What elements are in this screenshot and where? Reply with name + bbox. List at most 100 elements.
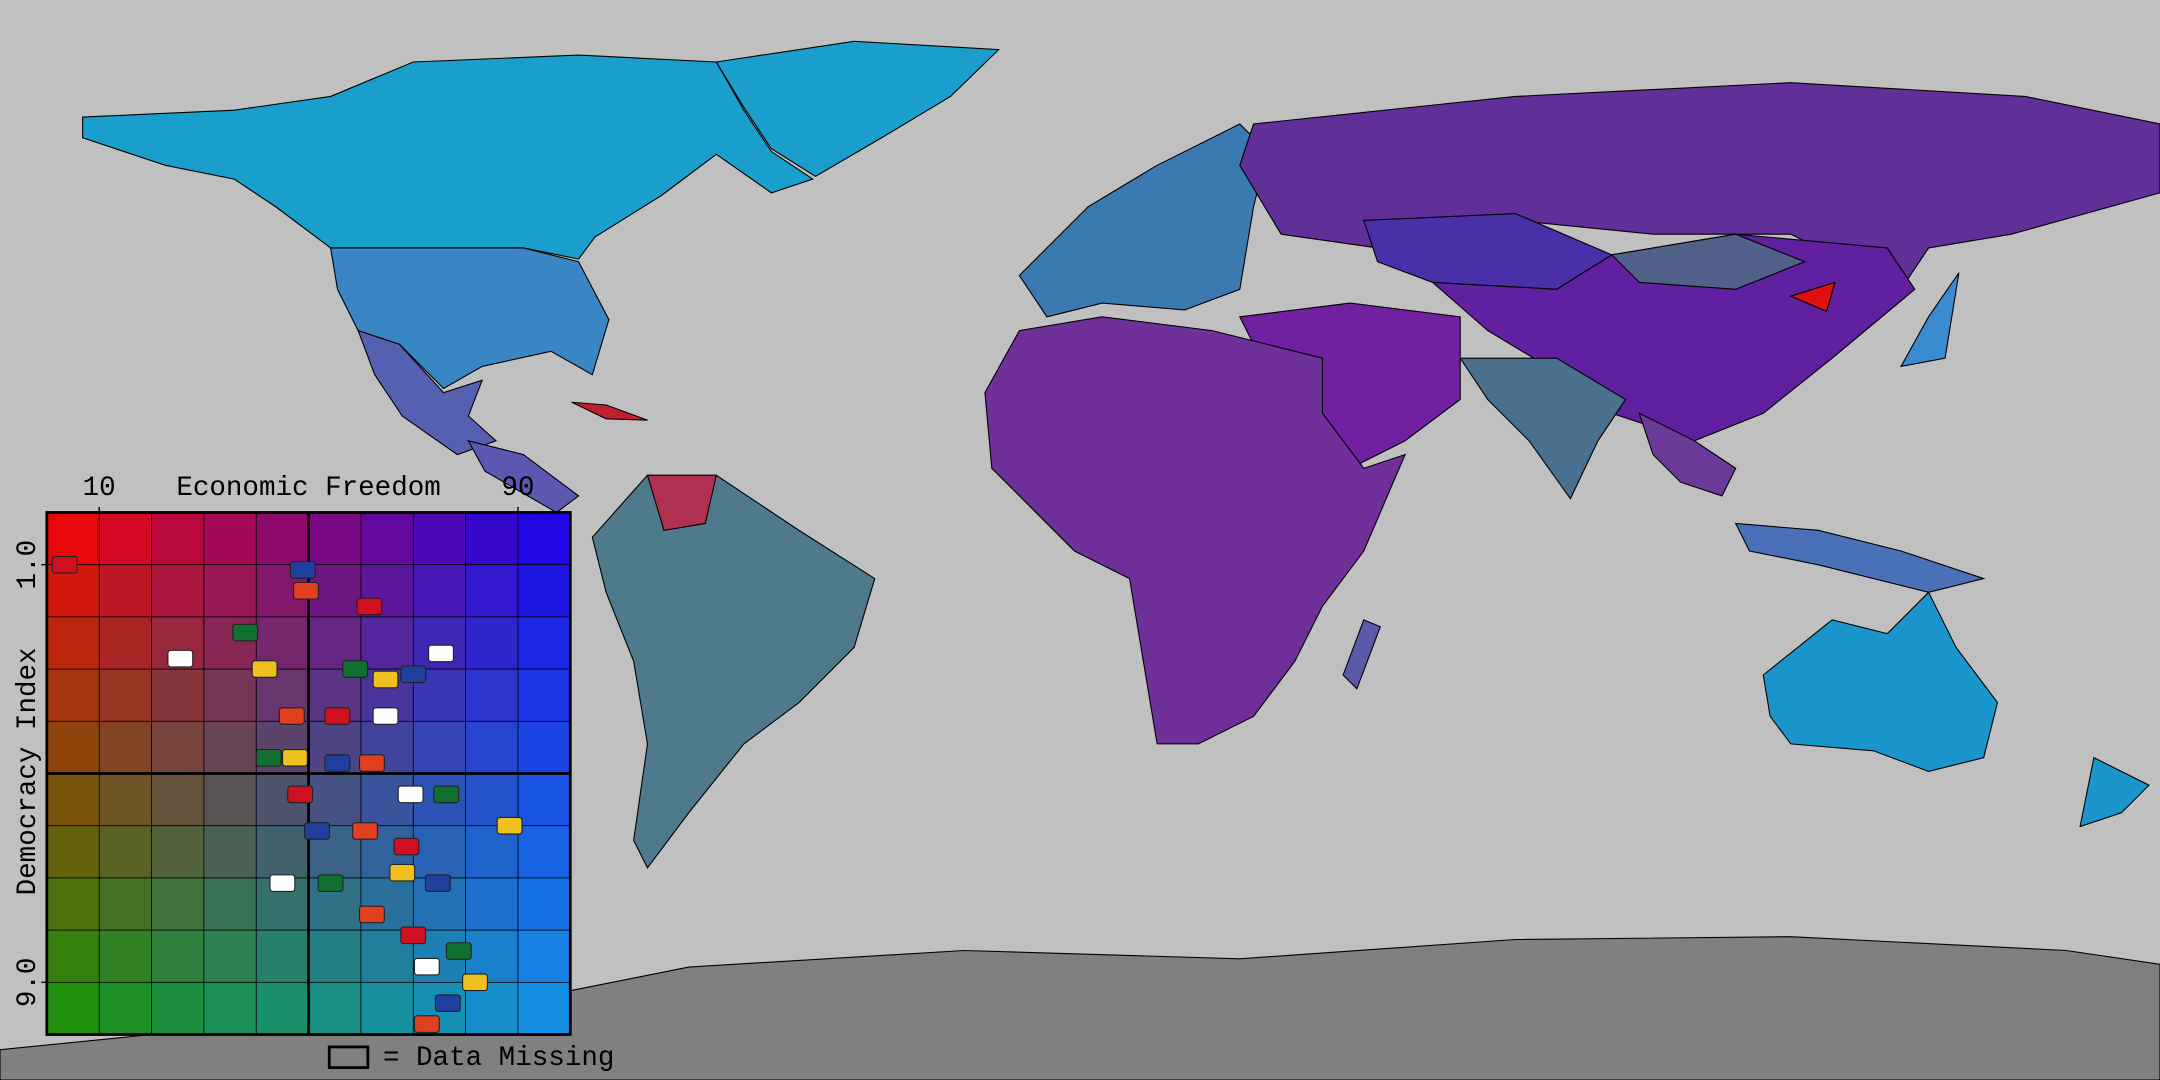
plot-cell	[203, 825, 258, 880]
country-flag	[496, 816, 523, 835]
country-flag	[51, 555, 78, 574]
country-flag	[342, 660, 369, 678]
plot-cell	[412, 512, 467, 566]
indonesia	[1734, 522, 1986, 593]
plot-cell	[360, 981, 415, 1036]
plot-cell	[255, 512, 310, 566]
world-map	[0, 40, 2160, 1080]
country-flag	[255, 749, 282, 767]
country-flag	[445, 942, 472, 960]
country-flag	[428, 644, 454, 663]
country-flag	[433, 785, 460, 804]
x-axis-label: Economic Freedom	[176, 473, 440, 504]
plot-cell	[203, 877, 258, 932]
plot-cell	[98, 616, 153, 671]
plot-cell	[98, 564, 153, 618]
plot-cell	[98, 929, 153, 984]
country-flag	[352, 822, 379, 840]
plot-cell	[308, 929, 363, 984]
plot-cell	[412, 720, 467, 775]
plot-cell	[465, 720, 520, 775]
country-flag	[393, 837, 420, 856]
plot-cell	[517, 825, 572, 880]
y-tick-label: 9.0	[13, 958, 44, 1008]
plot-cell	[98, 512, 153, 566]
country-flag	[317, 874, 344, 892]
plot-cell	[517, 773, 572, 827]
country-flag	[293, 581, 319, 600]
plot-cell	[46, 825, 101, 880]
plot-cell	[517, 877, 572, 932]
y-tick-label: 1.0	[13, 540, 44, 590]
plot-cell	[517, 564, 572, 618]
canada	[82, 54, 814, 260]
plot-cell	[517, 981, 572, 1036]
plot-cell	[465, 616, 520, 671]
plot-cell	[98, 773, 153, 827]
southeast-asia	[1638, 412, 1737, 497]
plot-cell	[517, 512, 572, 566]
plot-cell	[203, 773, 258, 827]
country-flag	[400, 665, 427, 684]
plot-cell	[412, 564, 467, 618]
cuba	[571, 401, 648, 421]
plot-cell	[203, 512, 258, 566]
country-flag	[413, 1015, 440, 1033]
plot-cell	[151, 720, 205, 775]
greenland	[715, 40, 1001, 177]
plot-cell	[517, 929, 572, 984]
plot-cell	[151, 981, 205, 1036]
plot-cell	[360, 512, 415, 566]
plot-cell	[46, 877, 101, 932]
plot-cell	[203, 929, 258, 984]
plot-cell	[46, 668, 101, 723]
missing-legend: = Data Missing	[383, 1043, 614, 1074]
south-america	[591, 474, 876, 869]
africa	[984, 316, 1407, 745]
plot-cell	[465, 825, 520, 880]
plot-cell	[308, 512, 363, 566]
plot-cell	[98, 720, 153, 775]
country-flag	[372, 670, 399, 689]
country-flag	[372, 707, 399, 725]
plot-cell	[151, 773, 205, 827]
x-tick-label: 10	[83, 473, 116, 504]
new-zealand	[2079, 756, 2150, 828]
japan	[1899, 272, 1960, 368]
plot-cell	[203, 720, 258, 775]
country-flag	[462, 973, 488, 992]
country-flag	[389, 863, 416, 882]
country-flag	[278, 707, 305, 725]
australia	[1762, 591, 1999, 773]
country-flag	[167, 649, 194, 668]
plot-cell	[203, 981, 258, 1036]
plot-cell	[255, 981, 310, 1036]
plot-cell	[465, 564, 520, 618]
plot-cell	[46, 720, 101, 775]
plot-cell	[517, 720, 572, 775]
country-flag	[232, 623, 259, 642]
plot-cell	[255, 825, 310, 880]
country-flag	[303, 822, 330, 840]
plot-cell	[517, 668, 572, 723]
country-flag	[434, 994, 461, 1013]
madagascar	[1342, 619, 1382, 690]
plot-cell	[46, 616, 101, 671]
country-flag	[324, 707, 351, 725]
plot-cell	[46, 773, 101, 827]
plot-cell	[203, 564, 258, 618]
plot-cell	[151, 512, 205, 566]
mexico	[357, 329, 497, 456]
plot-frame	[45, 511, 572, 1036]
plot-cell	[98, 668, 153, 723]
country-flag	[424, 874, 451, 892]
plot-cell	[46, 929, 101, 984]
india	[1459, 357, 1627, 500]
plot-cell	[203, 668, 258, 723]
country-flag	[269, 874, 296, 892]
plot-cell	[255, 929, 310, 984]
plot-cell	[308, 773, 363, 827]
mongolia	[1610, 233, 1807, 290]
